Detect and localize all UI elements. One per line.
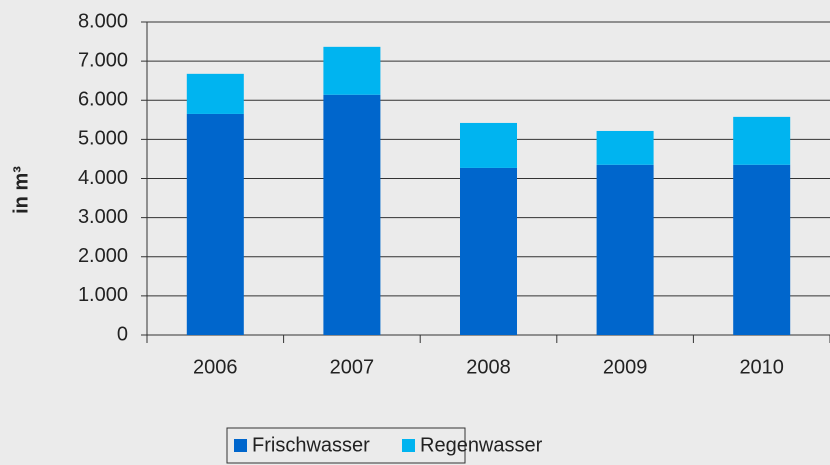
legend-box (226, 427, 466, 464)
y-tick-label: 7.000 (78, 49, 128, 71)
bar-segment (186, 73, 244, 114)
bar-segment (460, 122, 517, 168)
x-tick-label: 2007 (330, 356, 375, 378)
bar-segment (186, 113, 244, 335)
y-axis-title: in m³ (10, 166, 32, 214)
bar-segment (323, 94, 381, 336)
y-tick-label: 1.000 (78, 284, 128, 306)
bar-segment (460, 167, 517, 335)
x-tick-label: 2006 (193, 356, 238, 378)
x-tick-label: 2009 (603, 356, 648, 378)
y-tick-label: 4.000 (78, 167, 128, 189)
legend-swatch (402, 439, 415, 452)
bar-segment (323, 46, 381, 95)
bar-segment (733, 164, 791, 335)
x-tick-label: 2008 (466, 356, 511, 378)
legend-label: Regenwasser (420, 434, 543, 456)
y-tick-label: 8.000 (78, 10, 128, 32)
legend-swatch (234, 439, 247, 452)
legend-label: Frischwasser (252, 434, 370, 456)
bar-segment (596, 164, 654, 335)
y-tick-label: 0 (117, 323, 128, 345)
y-tick-label: 6.000 (78, 89, 128, 111)
y-tick-label: 2.000 (78, 245, 128, 267)
y-tick-label: 3.000 (78, 206, 128, 228)
x-tick-label: 2010 (739, 356, 784, 378)
bar-segment (733, 116, 791, 165)
y-tick-label: 5.000 (78, 128, 128, 150)
bar-segment (596, 130, 654, 165)
